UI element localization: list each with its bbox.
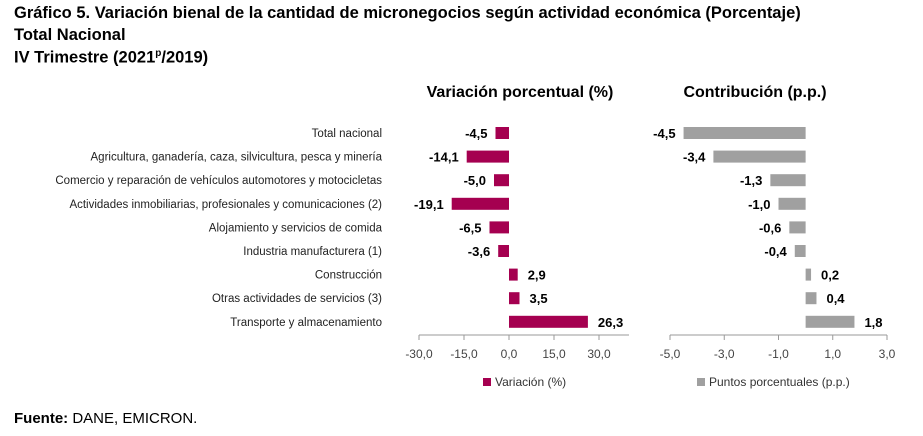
- bar: [489, 221, 509, 234]
- chart-title: Gráfico 5. Variación bienal de la cantid…: [14, 4, 801, 22]
- category-label: Actividades inmobiliarias, profesionales…: [69, 199, 382, 211]
- bar: [498, 245, 509, 257]
- legend-label: Puntos porcentuales (p.p.): [709, 375, 850, 389]
- category-label: Comercio y reparación de vehículos autom…: [55, 175, 382, 187]
- x-tick-label: -15,0: [450, 347, 478, 361]
- data-label: 0,4: [826, 291, 845, 306]
- data-label: -14,1: [429, 150, 459, 165]
- bar: [789, 221, 806, 234]
- data-label: 26,3: [598, 315, 623, 330]
- category-label: Industria manufacturera (1): [243, 246, 382, 258]
- data-label: -0,4: [764, 244, 787, 259]
- bar: [770, 174, 806, 187]
- bar: [509, 292, 520, 305]
- source-note: Fuente: DANE, EMICRON.: [14, 410, 198, 427]
- bar: [451, 197, 509, 210]
- category-label: Transporte y almacenamiento: [230, 317, 382, 329]
- data-label: -5,0: [464, 173, 486, 188]
- legend-swatch: [697, 378, 705, 386]
- bar: [778, 197, 806, 210]
- x-tick-label: 3,0: [879, 347, 896, 361]
- bar: [509, 268, 518, 281]
- x-tick-label: 15,0: [542, 347, 566, 361]
- data-label: -0,6: [759, 220, 781, 235]
- x-tick-label: -1,0: [768, 347, 789, 361]
- data-label: -3,6: [468, 244, 490, 259]
- panel-title: Variación porcentual (%): [427, 84, 614, 101]
- legend-label: Variación (%): [495, 375, 566, 389]
- bar: [683, 127, 806, 139]
- bar: [805, 268, 812, 281]
- bar: [509, 315, 588, 328]
- x-tick-label: -30,0: [405, 347, 433, 361]
- chart-subtitle: Total Nacional: [14, 26, 126, 44]
- category-label: Agricultura, ganadería, caza, silvicultu…: [91, 152, 383, 164]
- bar: [466, 150, 509, 163]
- bar: [794, 245, 806, 257]
- bar: [713, 150, 806, 163]
- data-label: -19,1: [414, 197, 444, 212]
- bar: [495, 127, 509, 139]
- panel-title: Contribución (p.p.): [683, 84, 826, 101]
- data-label: -3,4: [683, 150, 706, 165]
- data-label: 1,8: [864, 315, 882, 330]
- bar: [494, 174, 509, 187]
- data-label: -6,5: [459, 220, 481, 235]
- x-tick-label: 30,0: [587, 347, 611, 361]
- data-label: -4,5: [465, 126, 487, 141]
- data-label: 0,2: [821, 268, 839, 283]
- category-label: Alojamiento y servicios de comida: [209, 222, 383, 234]
- category-label: Otras actividades de servicios (3): [212, 293, 382, 305]
- x-tick-label: 1,0: [824, 347, 841, 361]
- x-tick-label: -5,0: [660, 347, 681, 361]
- data-label: 3,5: [530, 291, 548, 306]
- bar: [805, 315, 855, 328]
- data-label: -4,5: [653, 126, 675, 141]
- chart-period: IV Trimestre (2021p/2019): [14, 48, 209, 67]
- x-tick-label: 0,0: [501, 347, 518, 361]
- category-label: Construcción: [315, 270, 382, 282]
- data-label: 2,9: [528, 268, 546, 283]
- data-label: -1,3: [740, 173, 762, 188]
- category-label: Total nacional: [312, 128, 382, 140]
- data-label: -1,0: [748, 197, 770, 212]
- bar: [805, 292, 817, 305]
- legend-swatch: [483, 378, 491, 386]
- x-tick-label: -3,0: [714, 347, 735, 361]
